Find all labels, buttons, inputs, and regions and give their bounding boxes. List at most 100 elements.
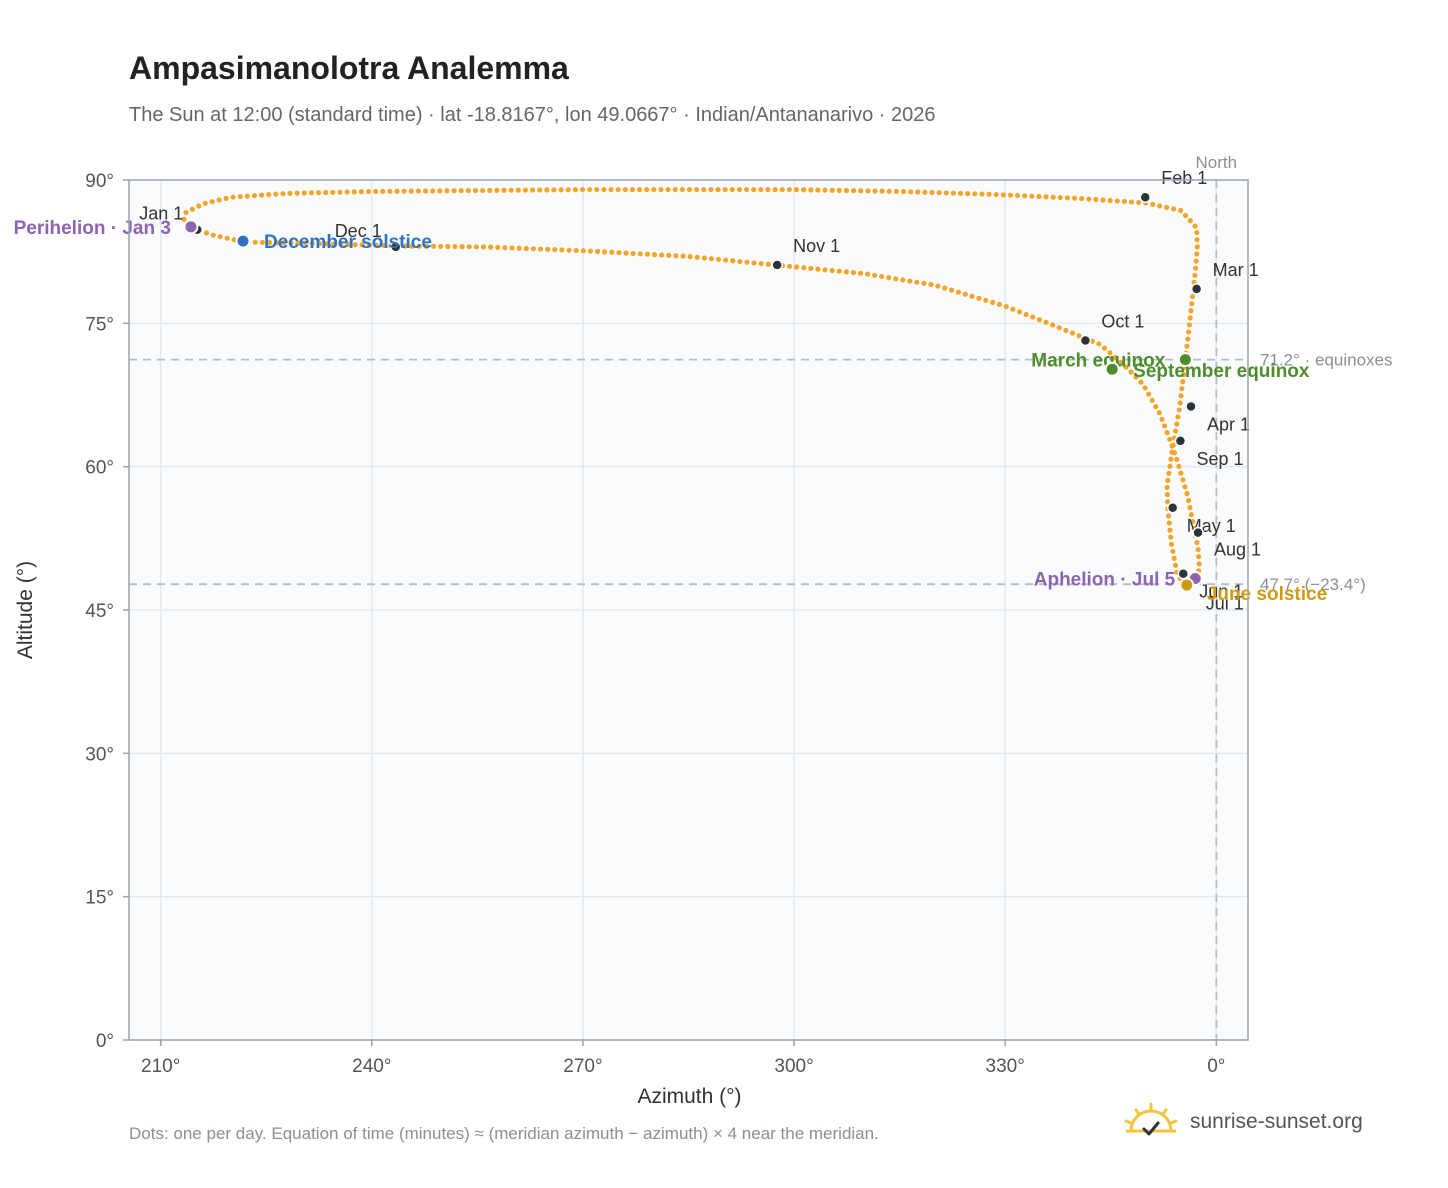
day-dot xyxy=(1107,197,1113,204)
day-dot xyxy=(722,186,728,193)
day-dot xyxy=(822,187,828,193)
day-dot xyxy=(1179,386,1185,392)
special-point-label: September equinox xyxy=(1133,361,1310,382)
day-dot xyxy=(409,243,415,249)
special-point xyxy=(1177,352,1193,368)
month-label: Apr 1 xyxy=(1207,414,1250,434)
day-dot xyxy=(594,186,600,193)
day-dot xyxy=(1194,539,1200,546)
month-marker xyxy=(1185,400,1197,413)
day-dot xyxy=(879,188,885,194)
day-dot xyxy=(273,191,279,197)
day-dot xyxy=(1014,192,1021,199)
day-dot xyxy=(230,194,236,200)
day-dot xyxy=(965,190,971,197)
day-dot xyxy=(708,186,714,193)
day-dot xyxy=(723,257,729,263)
day-dot xyxy=(1165,513,1172,519)
y-tick-label: 15° xyxy=(85,888,114,909)
footnote: Dots: one per day. Equation of time (min… xyxy=(129,1124,879,1143)
special-point-label: Perihelion · Jan 3 xyxy=(14,218,171,239)
day-dot xyxy=(858,188,864,194)
month-marker xyxy=(1190,283,1203,295)
day-dot xyxy=(1185,336,1191,342)
day-dot xyxy=(993,191,999,198)
day-dot xyxy=(637,251,643,257)
day-dot xyxy=(701,255,707,261)
day-dot xyxy=(950,190,957,196)
special-point xyxy=(183,219,199,235)
day-dot xyxy=(259,239,266,246)
day-dot xyxy=(962,291,968,297)
day-dot xyxy=(415,188,422,194)
day-dot xyxy=(843,269,849,275)
day-dot xyxy=(1189,301,1195,307)
day-dot xyxy=(679,186,685,193)
day-dot xyxy=(416,243,422,249)
day-dot xyxy=(1057,194,1063,201)
day-dot xyxy=(266,239,273,246)
day-dot xyxy=(1123,364,1129,370)
day-dot xyxy=(1159,416,1165,422)
day-dot xyxy=(629,186,636,193)
reference-line-label: 47.7° (−23.4°) xyxy=(1260,575,1366,594)
day-dot xyxy=(210,232,216,238)
day-dot xyxy=(680,253,686,259)
x-tick-label: 300° xyxy=(774,1056,813,1077)
day-dot xyxy=(244,193,250,199)
day-dot xyxy=(458,188,464,194)
day-dot xyxy=(480,187,486,194)
day-dot xyxy=(1169,443,1175,449)
day-dot xyxy=(302,240,308,246)
chart-subtitle: The Sun at 12:00 (standard time) · lat -… xyxy=(129,104,936,126)
day-dot xyxy=(408,188,414,194)
day-dot xyxy=(1196,561,1202,567)
day-dot xyxy=(943,190,949,196)
day-dot xyxy=(736,186,743,193)
month-marker xyxy=(1174,435,1187,447)
day-dot xyxy=(1050,194,1056,200)
day-dot xyxy=(1003,303,1009,310)
day-dot xyxy=(1192,223,1198,229)
month-marker xyxy=(1139,191,1151,203)
day-dot xyxy=(316,241,323,247)
day-dot xyxy=(358,189,364,195)
day-dot xyxy=(928,281,934,288)
day-dot xyxy=(1184,491,1190,497)
day-dot xyxy=(551,187,557,193)
day-dot xyxy=(508,187,514,193)
day-dot xyxy=(665,186,671,193)
day-dot xyxy=(1146,391,1152,397)
day-dot xyxy=(955,289,962,295)
day-dot xyxy=(202,200,208,206)
day-dot xyxy=(594,248,601,255)
day-dot xyxy=(537,246,544,252)
day-dot xyxy=(1167,527,1173,533)
day-dot xyxy=(1022,193,1028,199)
day-dot xyxy=(1101,345,1108,351)
day-dot xyxy=(609,249,615,255)
day-dot xyxy=(1182,212,1189,219)
day-dot xyxy=(843,187,850,194)
day-dot xyxy=(515,187,521,193)
day-dot xyxy=(373,188,379,195)
day-dot xyxy=(1136,199,1142,206)
day-dot xyxy=(280,191,286,197)
month-label: Jun 1 xyxy=(1199,582,1243,602)
day-dot xyxy=(1178,393,1184,399)
brand-logo[interactable]: sunrise-sunset.org xyxy=(1122,1100,1363,1144)
day-dot xyxy=(1036,317,1042,323)
day-dot xyxy=(487,187,493,193)
day-dot xyxy=(509,245,515,251)
day-dot xyxy=(1150,201,1156,208)
day-dot xyxy=(451,188,457,194)
day-dot xyxy=(523,245,529,252)
day-dot xyxy=(1180,477,1186,483)
day-dot xyxy=(659,252,665,258)
day-dot xyxy=(323,189,329,196)
month-label: Mar 1 xyxy=(1213,260,1259,280)
day-dot xyxy=(217,234,223,240)
day-dot xyxy=(1167,436,1173,442)
day-dot xyxy=(801,265,807,271)
